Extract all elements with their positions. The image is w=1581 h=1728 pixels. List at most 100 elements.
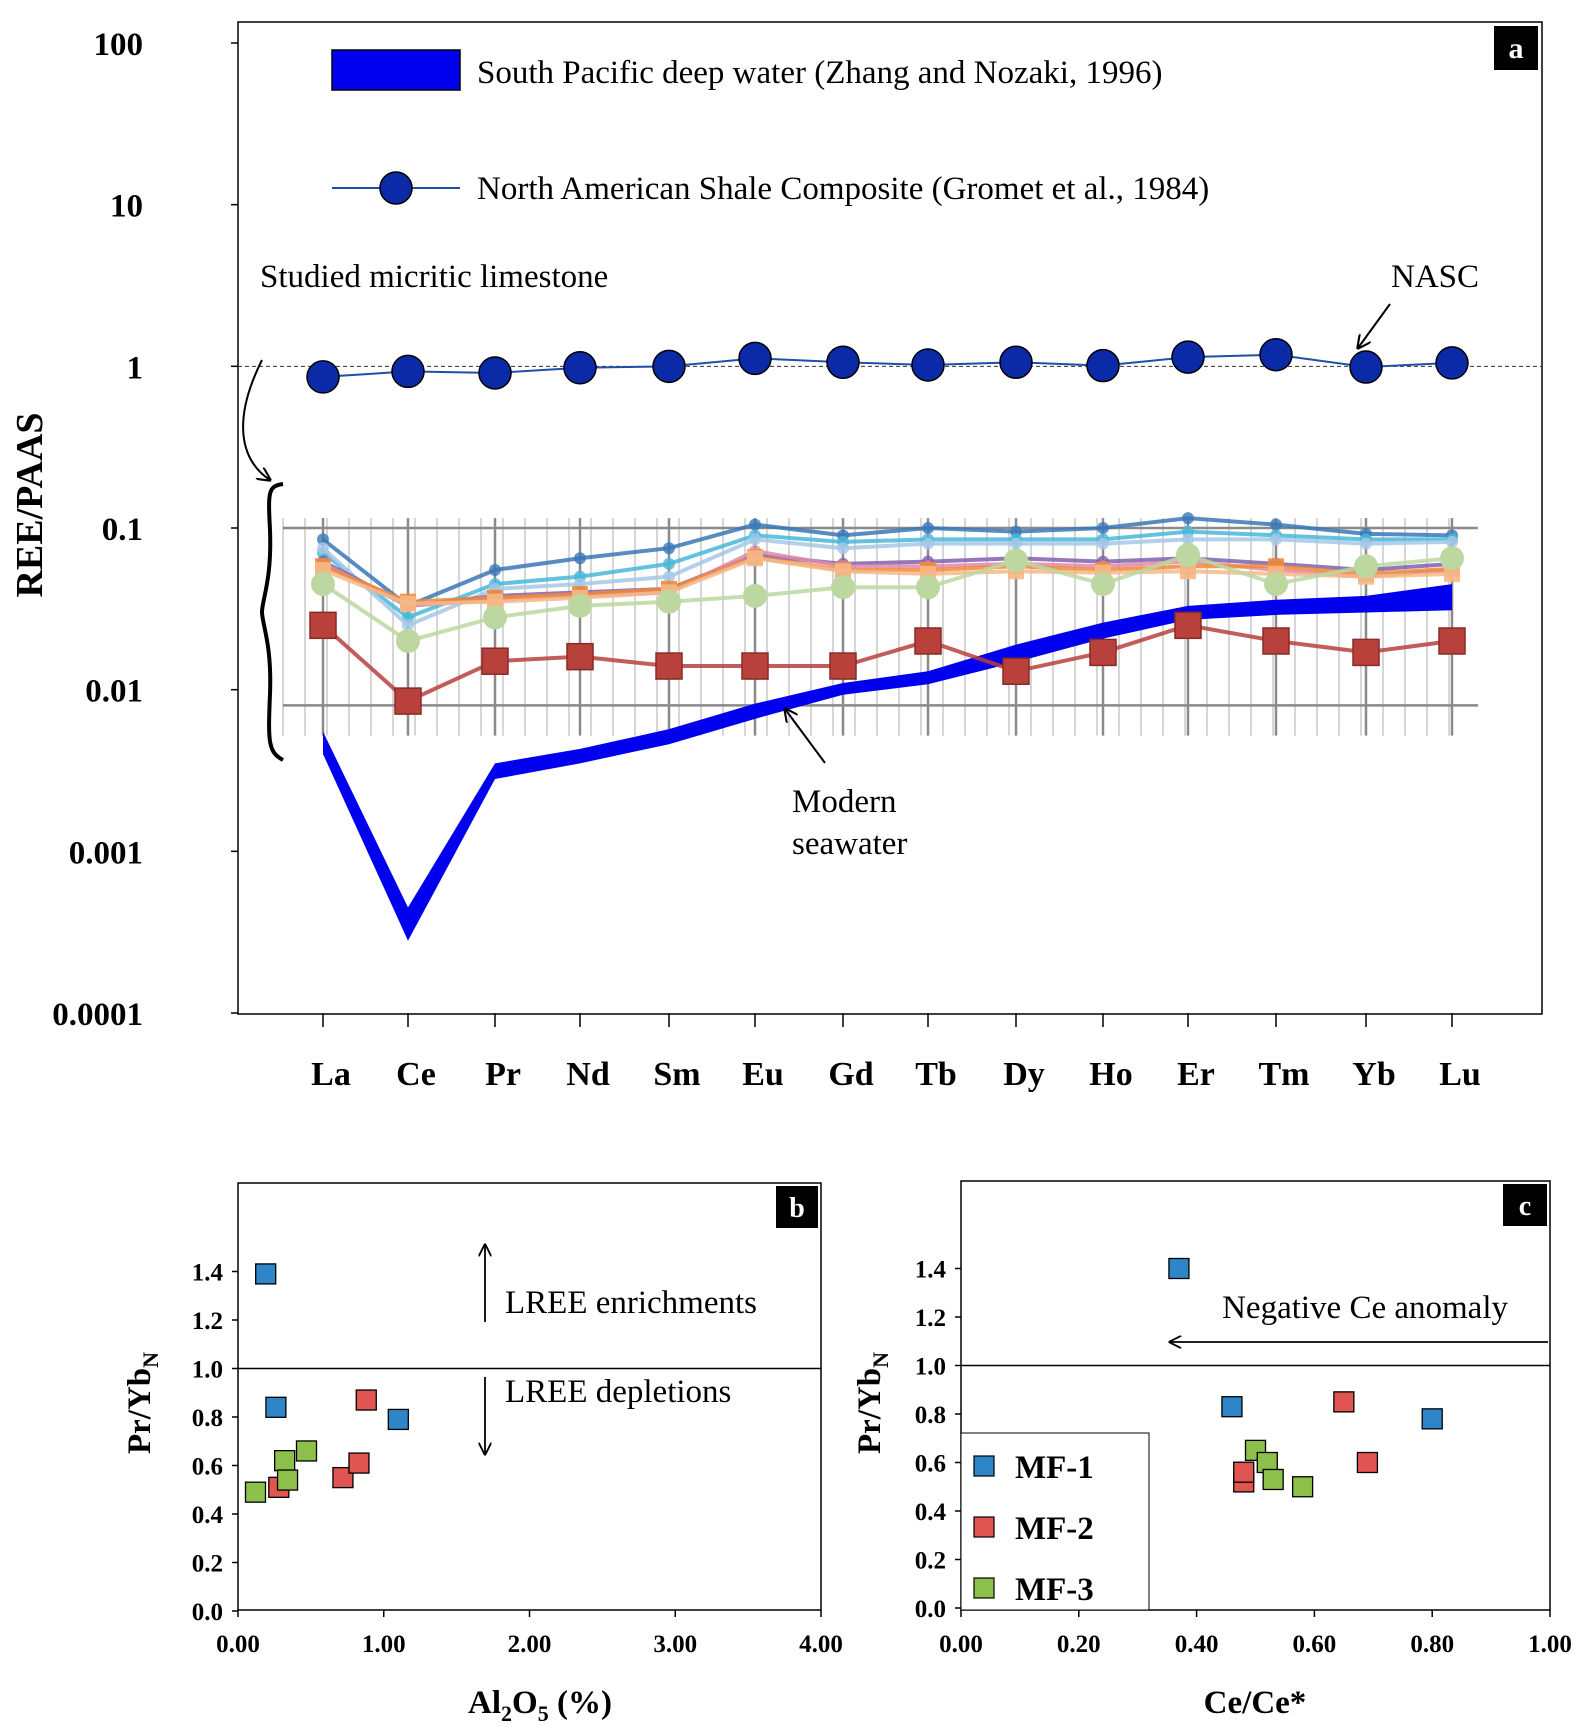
series-point-sample-lightgreen	[831, 575, 855, 600]
x-tick-label: 0.80	[1410, 1631, 1454, 1658]
panel-b-y-ticks: 0.0 0.2 0.4 0.6 0.8 1.0 1.2 1.4	[192, 1260, 238, 1626]
y-tick-label: 1.2	[915, 1305, 946, 1332]
sample-series-group	[309, 512, 1466, 715]
legend-nasc-label: North American Shale Composite (Gromet e…	[477, 171, 1209, 207]
series-line-sample-lightblue	[321, 537, 1453, 628]
panel-b: 0.0 0.2 0.4 0.6 0.8 1.0 1.2 1.4 0.00 1.00 2.00 3.0…	[122, 1182, 843, 1726]
panel-c-x-ticks: 0.00 0.20 0.40 0.60 0.80 1.00	[939, 1610, 1572, 1658]
x-category-label: Ho	[1089, 1056, 1132, 1093]
x-category-label: Dy	[1003, 1056, 1045, 1093]
legend-mf1-label: MF-1	[1015, 1450, 1094, 1486]
x-tick-label: 0.20	[1057, 1631, 1101, 1658]
series-point-sample-blue	[489, 563, 501, 576]
series-point-sample-lightblue	[402, 619, 414, 632]
y-tick-label: 0.0	[915, 1596, 946, 1623]
series-point-sample-blue	[663, 542, 675, 555]
series-point-sample-red	[829, 652, 857, 680]
series-point-sample-lightgreen	[1440, 546, 1464, 571]
panel-b-x-ticks: 0.00 1.00 2.00 3.00 4.00	[216, 1610, 843, 1658]
series-point-sample-red	[914, 627, 942, 655]
series-point-sample-cyan	[663, 557, 675, 570]
point-mf-2	[332, 1466, 354, 1489]
legend-nasc-marker	[379, 171, 413, 205]
point-mf-3	[276, 1469, 299, 1491]
series-point-sample-lightgreen	[916, 575, 940, 600]
series-point-sample-lightgreen	[1091, 572, 1115, 597]
panel-a-y-ticks: 100 10 1 0.1 0.01 0.001 0.0001	[52, 27, 238, 1033]
series-point-sample-peach	[400, 595, 416, 612]
series-point-sample-red	[1002, 657, 1030, 685]
nasc-point	[1435, 346, 1469, 380]
series-point-sample-peach	[1444, 565, 1460, 582]
y-tick-label: 0.4	[192, 1502, 224, 1529]
legend-mf3-label: MF-3	[1015, 1572, 1094, 1608]
y-tick-label: 10	[110, 189, 143, 225]
series-point-sample-red	[1174, 611, 1202, 640]
series-point-sample-lightblue	[837, 542, 849, 555]
point-mf-2	[348, 1452, 370, 1474]
x-tick-label: 4.00	[799, 1631, 843, 1658]
y-tick-label: 100	[94, 27, 144, 63]
y-tick-label: 0.2	[915, 1548, 946, 1575]
annotation-lree-enrichments: LREE enrichments	[505, 1285, 757, 1321]
point-mf-2	[355, 1389, 377, 1411]
legend-mf3-swatch	[973, 1577, 995, 1599]
series-point-sample-lightblue	[749, 533, 761, 546]
series-point-sample-red	[741, 652, 769, 680]
series-point-sample-lightblue	[317, 542, 329, 555]
point-mf-3	[273, 1450, 296, 1472]
series-point-sample-lightgreen	[657, 589, 681, 614]
series-point-sample-red	[309, 611, 337, 640]
y-tick-label: 0.0001	[52, 997, 143, 1033]
legend-mf2-swatch	[973, 1516, 995, 1538]
x-tick-label: 3.00	[653, 1631, 697, 1658]
point-mf-3	[1291, 1476, 1314, 1498]
nasc-series	[306, 337, 1469, 394]
panel-a-frame	[237, 21, 1543, 1015]
panel-a-label-box	[1494, 26, 1538, 70]
series-point-sample-blue	[1097, 522, 1109, 534]
y-tick-label: 0.8	[915, 1402, 946, 1429]
annotation-modern-arrow	[785, 709, 826, 764]
series-point-sample-lightblue	[922, 537, 934, 550]
point-mf-2	[1333, 1391, 1355, 1413]
point-mf-1	[387, 1408, 409, 1431]
x-tick-label: 0.40	[1175, 1631, 1219, 1658]
series-point-sample-peach	[747, 550, 763, 567]
annotation-nasc-arrow	[1358, 303, 1391, 348]
x-tick-label: 0.60	[1293, 1631, 1337, 1658]
y-tick-label: 0.01	[85, 674, 143, 710]
y-tick-label: 0.6	[192, 1454, 223, 1481]
panel-b-x-label: Al2O5 (%)	[468, 1685, 612, 1726]
annotation-studied-arrow	[242, 359, 270, 480]
point-mf-2	[1233, 1461, 1255, 1483]
panel-a-y-label: REE/PAAS	[9, 412, 51, 597]
series-point-sample-red	[566, 642, 594, 671]
point-mf-1	[265, 1396, 287, 1418]
x-tick-label: 2.00	[508, 1631, 552, 1658]
point-mf-1	[1421, 1408, 1443, 1430]
panel-b-points	[244, 1263, 409, 1503]
series-point-sample-red	[1262, 627, 1290, 655]
x-category-label: Tb	[915, 1056, 957, 1093]
series-point-sample-red	[1089, 638, 1117, 667]
series-line-sample-red	[321, 623, 1453, 704]
series-point-sample-peach	[1180, 563, 1196, 580]
series-point-sample-lightblue	[1360, 537, 1372, 550]
legend-seawater-label: South Pacific deep water (Zhang and Noza…	[477, 55, 1162, 91]
series-line-sample-cyan	[321, 529, 1452, 620]
panel-b-label-box	[776, 1186, 818, 1228]
annotation-lree-depletions: LREE depletions	[505, 1374, 731, 1410]
annotation-modern-1: Modern	[792, 784, 896, 820]
y-tick-label: 1	[127, 350, 144, 386]
series-line-sample-peach	[322, 556, 1453, 606]
nasc-point	[826, 345, 860, 379]
annotation-nasc: NASC	[1391, 259, 1479, 295]
x-category-label: Sm	[653, 1056, 700, 1093]
x-tick-label: 1.00	[1528, 1631, 1572, 1658]
series-line-sample-orange	[322, 555, 1453, 604]
panel-c-x-label: Ce/Ce*	[1204, 1685, 1307, 1721]
annotation-negative-ce: Negative Ce anomaly	[1222, 1290, 1508, 1326]
y-tick-label: 1.0	[915, 1354, 946, 1381]
